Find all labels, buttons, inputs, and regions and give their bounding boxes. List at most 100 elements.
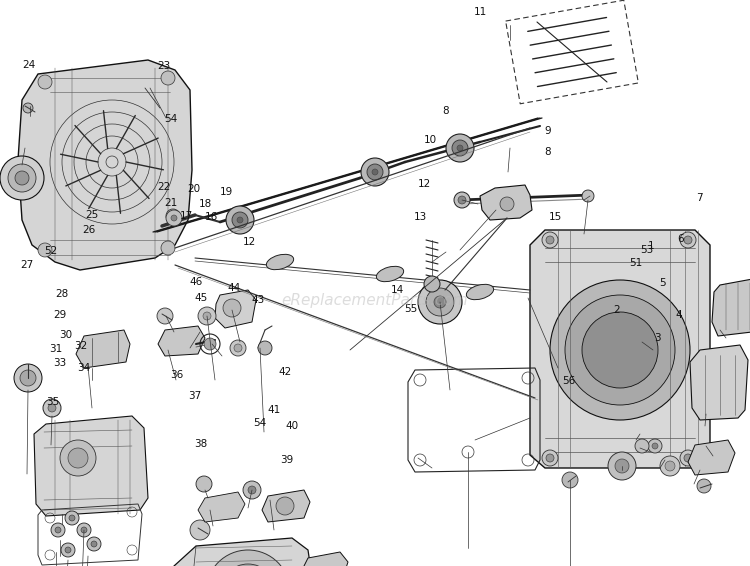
Circle shape: [190, 520, 210, 540]
Text: 35: 35: [46, 397, 59, 407]
Text: 31: 31: [49, 344, 62, 354]
Circle shape: [204, 338, 216, 350]
Text: 33: 33: [53, 358, 67, 368]
Circle shape: [582, 190, 594, 202]
Circle shape: [454, 192, 470, 208]
Circle shape: [166, 209, 180, 223]
Circle shape: [426, 288, 454, 316]
Circle shape: [8, 164, 36, 192]
Circle shape: [361, 158, 389, 186]
Circle shape: [542, 232, 558, 248]
Circle shape: [258, 341, 272, 355]
Circle shape: [372, 169, 378, 175]
Circle shape: [582, 312, 658, 388]
Polygon shape: [480, 185, 532, 220]
Text: eReplacementParts.com: eReplacementParts.com: [282, 293, 468, 307]
Text: 21: 21: [164, 198, 178, 208]
Circle shape: [608, 452, 636, 480]
Circle shape: [660, 456, 680, 476]
Text: 10: 10: [424, 135, 437, 145]
Circle shape: [23, 103, 33, 113]
Circle shape: [20, 370, 36, 386]
Text: 20: 20: [187, 184, 200, 194]
Text: 38: 38: [194, 439, 208, 449]
Circle shape: [615, 459, 629, 473]
Circle shape: [230, 340, 246, 356]
Polygon shape: [215, 290, 256, 328]
Text: 44: 44: [227, 282, 241, 293]
Text: 56: 56: [562, 376, 575, 387]
Text: 5: 5: [659, 278, 665, 288]
Text: 7: 7: [696, 193, 702, 203]
Circle shape: [652, 443, 658, 449]
Text: 1: 1: [648, 241, 654, 251]
Circle shape: [51, 523, 65, 537]
Text: 23: 23: [157, 61, 170, 71]
Text: 43: 43: [251, 295, 265, 305]
Circle shape: [276, 497, 294, 515]
Circle shape: [635, 439, 649, 453]
Circle shape: [367, 164, 383, 180]
Text: 2: 2: [614, 305, 620, 315]
Polygon shape: [690, 345, 748, 420]
Text: 34: 34: [77, 363, 91, 373]
Circle shape: [198, 307, 216, 325]
Circle shape: [91, 541, 97, 547]
Circle shape: [220, 564, 276, 566]
Circle shape: [684, 454, 692, 462]
Circle shape: [562, 472, 578, 488]
Circle shape: [68, 448, 88, 468]
Circle shape: [457, 145, 463, 151]
Circle shape: [170, 213, 176, 219]
Text: 37: 37: [188, 391, 202, 401]
Text: 28: 28: [55, 289, 68, 299]
Text: 39: 39: [280, 454, 293, 465]
Circle shape: [234, 344, 242, 352]
Text: 40: 40: [286, 421, 299, 431]
Circle shape: [81, 527, 87, 533]
Circle shape: [665, 461, 675, 471]
Circle shape: [77, 523, 91, 537]
Text: 25: 25: [85, 210, 98, 220]
Text: 8: 8: [544, 147, 550, 157]
Polygon shape: [174, 538, 318, 566]
Text: 8: 8: [442, 106, 448, 116]
Circle shape: [550, 280, 690, 420]
Circle shape: [166, 210, 182, 226]
Ellipse shape: [466, 284, 494, 299]
Text: 9: 9: [544, 126, 550, 136]
Text: 46: 46: [190, 277, 203, 287]
Circle shape: [69, 515, 75, 521]
Text: 27: 27: [20, 260, 34, 270]
Circle shape: [157, 308, 173, 324]
Circle shape: [14, 364, 42, 392]
Text: 55: 55: [404, 304, 418, 314]
Text: 16: 16: [205, 212, 218, 222]
Circle shape: [458, 196, 466, 204]
Circle shape: [680, 232, 696, 248]
Circle shape: [161, 71, 175, 85]
Text: 42: 42: [278, 367, 292, 378]
Circle shape: [680, 450, 696, 466]
Circle shape: [87, 537, 101, 551]
Text: 13: 13: [413, 212, 427, 222]
Circle shape: [55, 527, 61, 533]
Text: 6: 6: [678, 234, 684, 244]
Text: 32: 32: [74, 341, 88, 351]
Text: 17: 17: [179, 211, 193, 221]
Circle shape: [232, 212, 248, 228]
Text: 3: 3: [654, 333, 660, 344]
Text: 52: 52: [44, 246, 58, 256]
Circle shape: [38, 75, 52, 89]
Circle shape: [452, 140, 468, 156]
Circle shape: [203, 312, 211, 320]
Circle shape: [500, 197, 514, 211]
Circle shape: [43, 399, 61, 417]
Circle shape: [424, 276, 440, 292]
Circle shape: [697, 479, 711, 493]
Circle shape: [418, 280, 462, 324]
Text: 45: 45: [194, 293, 208, 303]
Polygon shape: [712, 278, 750, 336]
Text: 41: 41: [268, 405, 281, 415]
Text: 51: 51: [629, 258, 643, 268]
